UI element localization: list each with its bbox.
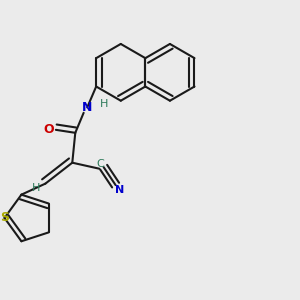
- Text: H: H: [32, 183, 40, 193]
- Text: S: S: [0, 212, 9, 224]
- Text: O: O: [43, 123, 54, 136]
- Text: N: N: [82, 101, 92, 114]
- Text: H: H: [100, 99, 108, 110]
- Text: C: C: [97, 159, 104, 169]
- Text: N: N: [116, 184, 125, 195]
